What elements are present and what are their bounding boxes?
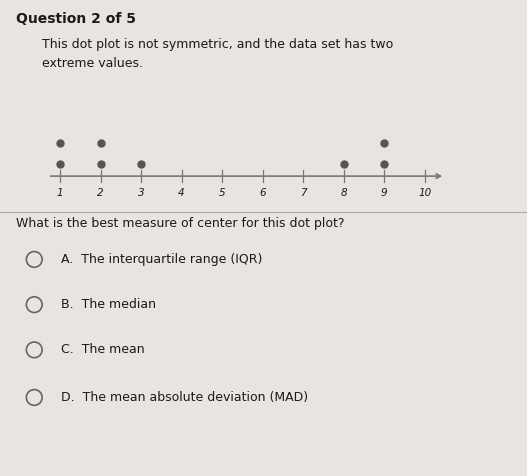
- Text: B.  The median: B. The median: [61, 298, 155, 311]
- Text: 4: 4: [178, 188, 185, 198]
- Text: 3: 3: [138, 188, 144, 198]
- Text: D.  The mean absolute deviation (MAD): D. The mean absolute deviation (MAD): [61, 391, 308, 404]
- Text: 7: 7: [300, 188, 307, 198]
- Text: 8: 8: [340, 188, 347, 198]
- Text: Question 2 of 5: Question 2 of 5: [16, 12, 136, 26]
- Text: 5: 5: [219, 188, 226, 198]
- Text: 1: 1: [57, 188, 63, 198]
- Text: 10: 10: [418, 188, 432, 198]
- Text: 9: 9: [381, 188, 388, 198]
- Text: C.  The mean: C. The mean: [61, 343, 144, 357]
- Text: What is the best measure of center for this dot plot?: What is the best measure of center for t…: [16, 217, 344, 229]
- Text: 2: 2: [97, 188, 104, 198]
- Text: A.  The interquartile range (IQR): A. The interquartile range (IQR): [61, 253, 262, 266]
- Text: This dot plot is not symmetric, and the data set has two
extreme values.: This dot plot is not symmetric, and the …: [42, 38, 394, 70]
- Text: 6: 6: [259, 188, 266, 198]
